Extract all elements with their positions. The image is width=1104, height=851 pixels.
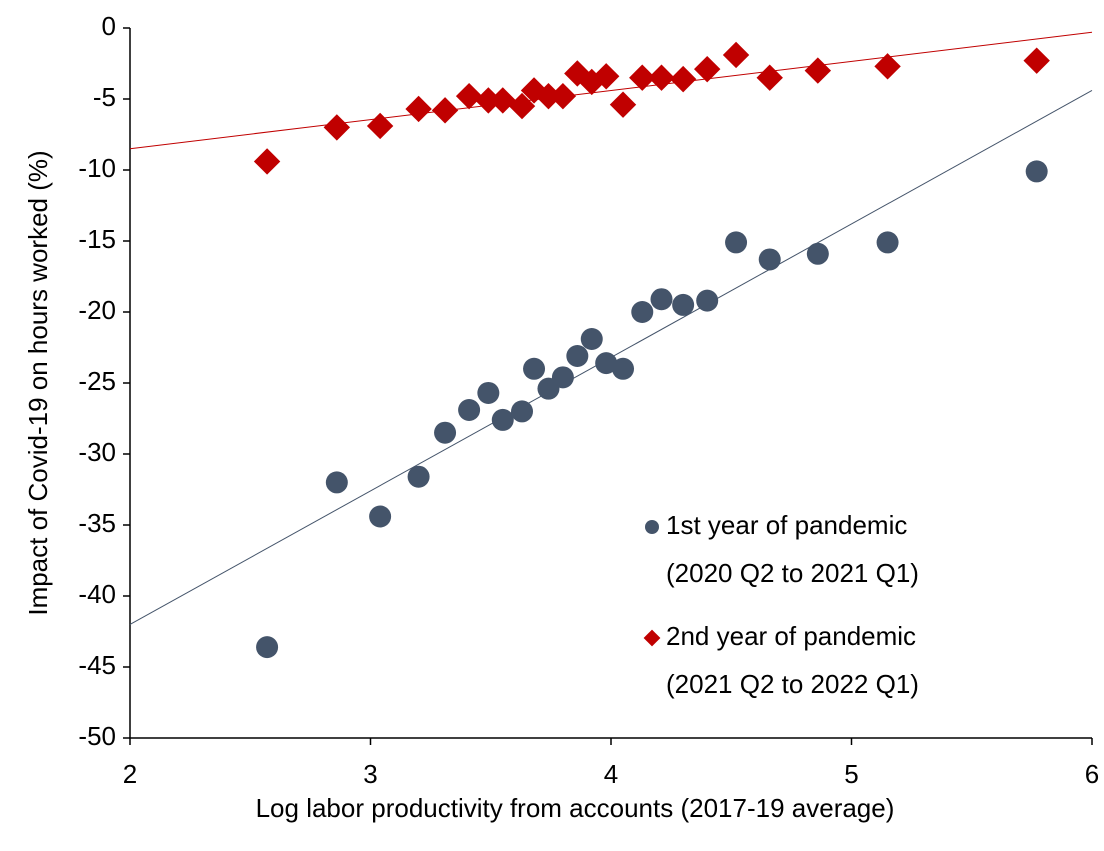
data-point [696,289,719,312]
data-point [580,327,603,350]
data-point [612,357,635,380]
data-point [629,64,656,91]
data-point [323,114,351,141]
data-point [806,242,829,265]
x-tick-label: 5 [844,759,858,789]
data-point [874,53,901,80]
x-tick-label: 2 [123,759,137,789]
legend-marker [643,629,661,647]
x-tick-label: 3 [363,759,377,789]
data-point [566,345,589,368]
legend-marker [645,520,659,534]
y-tick-label: -5 [93,82,116,112]
y-tick-label: -40 [78,579,116,609]
data-point [672,293,695,316]
data-point [725,231,748,254]
data-point [1025,160,1048,183]
data-point [876,231,899,254]
data-point [407,465,430,488]
data-point [458,398,481,421]
y-tick-label: -10 [78,153,116,183]
data-point [648,64,675,91]
data-point [756,64,783,91]
data-point [592,63,620,90]
legend-label: 1st year of pandemic [666,510,907,540]
data-point [609,91,637,118]
data-point [431,97,459,124]
data-point [256,636,279,659]
y-tick-label: -50 [78,721,116,751]
data-point [434,421,457,444]
legend-label: (2021 Q2 to 2022 Q1) [666,669,919,699]
data-point [804,57,832,84]
data-point [631,301,654,323]
data-point [477,381,500,404]
data-point [475,87,502,114]
data-point [511,400,534,423]
data-point [549,82,577,110]
data-point [1023,47,1050,74]
data-point [508,92,536,120]
data-point [595,352,618,375]
data-point [758,248,781,271]
data-point [551,366,574,389]
data-point [520,77,548,104]
y-tick-label: -30 [78,437,116,467]
data-point [325,471,348,494]
data-point [722,41,750,69]
data-point [369,505,392,528]
data-point [489,87,516,114]
data-point [669,65,697,93]
legend-label: 2nd year of pandemic [666,621,916,651]
y-tick-label: 0 [102,11,116,41]
x-tick-label: 6 [1085,759,1099,789]
data-point [523,357,546,380]
data-point [694,55,721,83]
data-point [650,288,673,311]
y-tick-label: -45 [78,650,116,680]
data-point [405,95,432,123]
y-tick-label: -15 [78,224,116,254]
trend-line [129,31,1093,150]
data-point [366,112,394,140]
data-point [535,82,562,110]
data-point [491,408,514,431]
y-axis-label: Impact of Covid-19 on hours worked (%) [23,150,53,615]
y-tick-label: -35 [78,508,116,538]
y-tick-label: -20 [78,295,116,325]
data-point [455,82,483,110]
legend-label: (2020 Q2 to 2021 Q1) [666,558,919,588]
data-point [564,60,591,87]
x-tick-label: 4 [604,759,618,789]
y-tick-label: -25 [78,366,116,396]
x-axis-label: Log labor productivity from accounts (20… [256,793,895,823]
data-point [253,148,281,175]
